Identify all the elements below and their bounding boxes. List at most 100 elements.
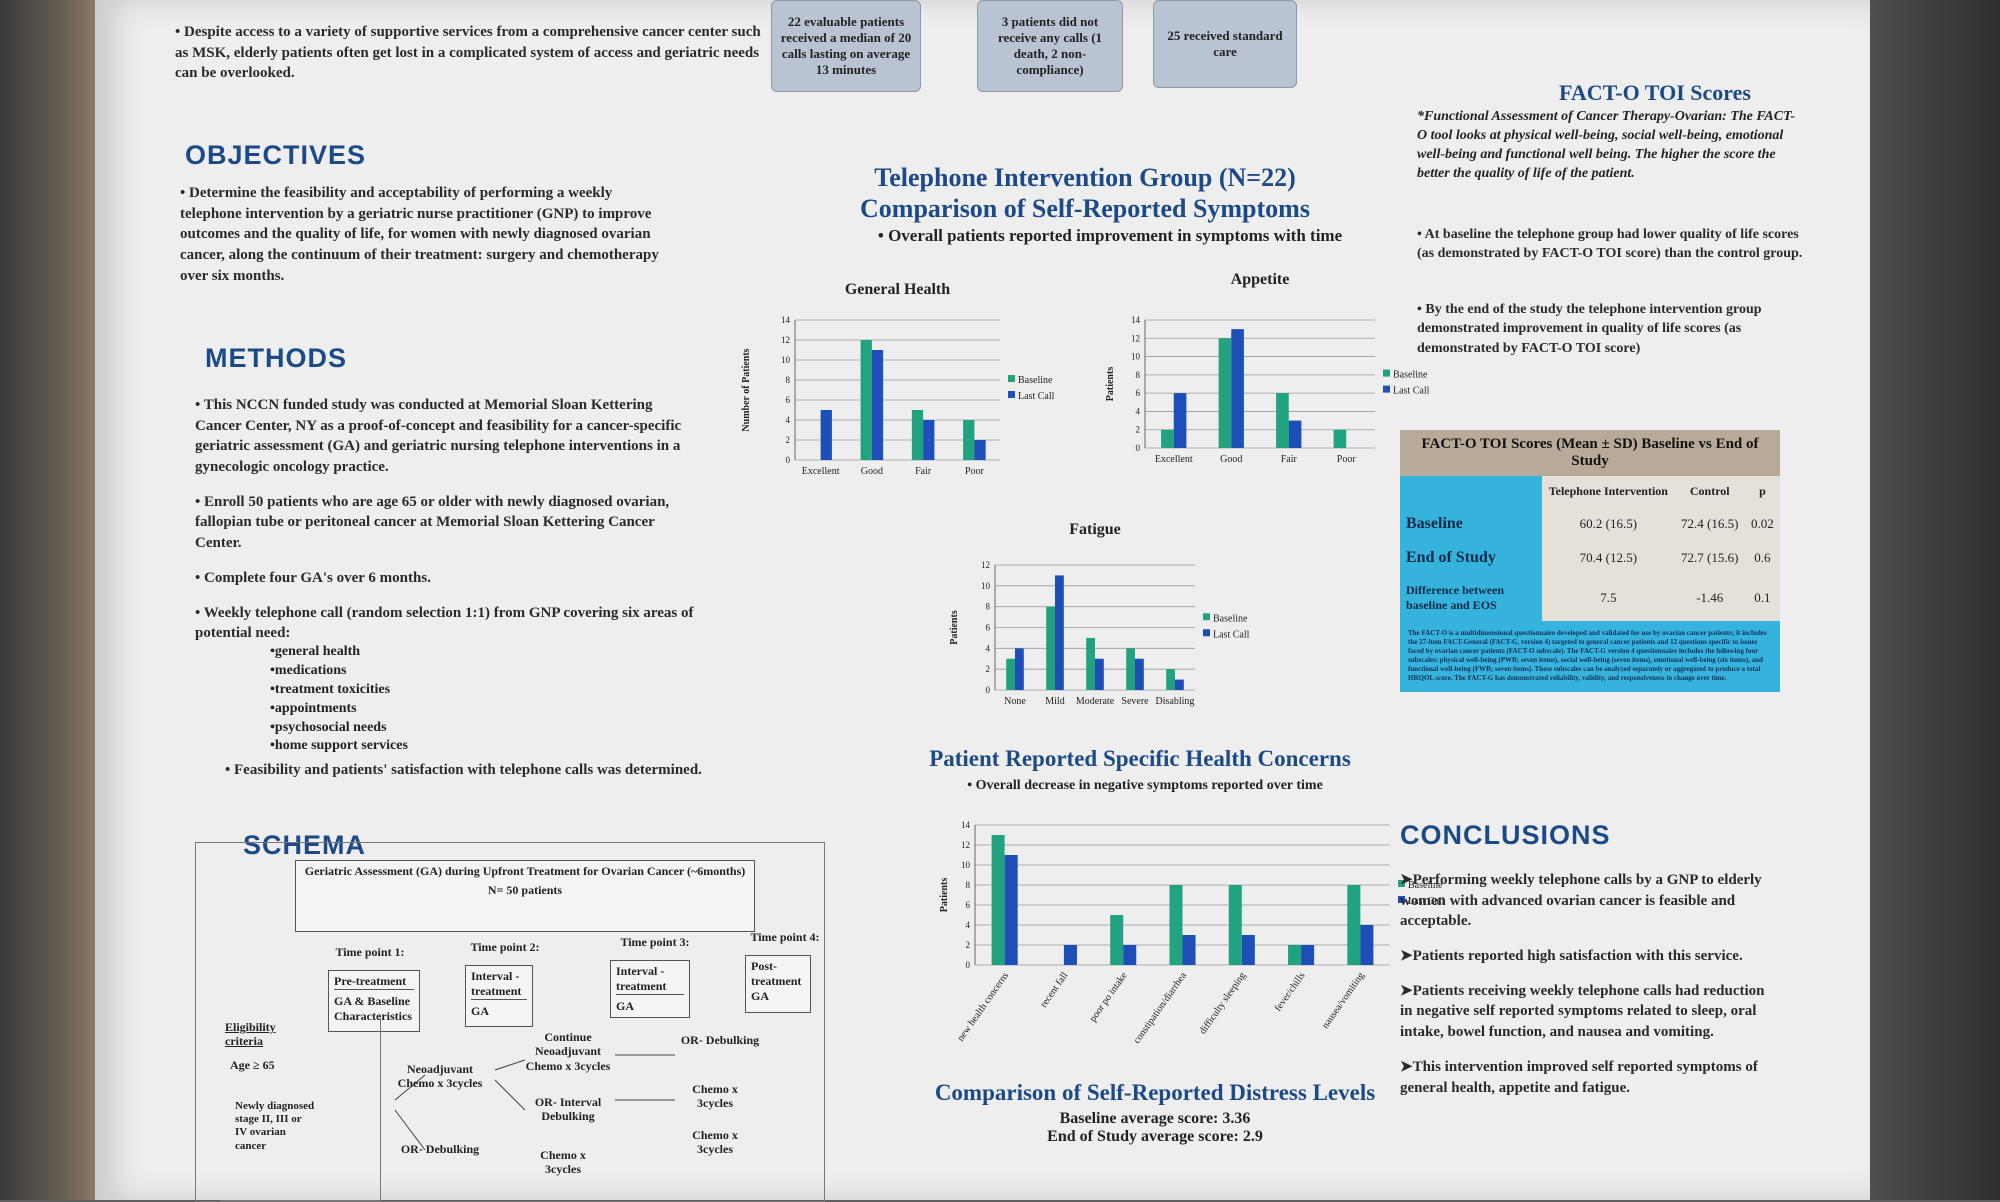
y-tick-label: 8 [786,375,791,385]
y-axis-label: Patients [939,878,950,913]
bar-baseline [1006,658,1015,690]
table-row: Difference between baseline and EOS 7.5 … [1400,575,1780,621]
x-tick-label: Excellent [802,466,840,477]
fact-table-wrap: FACT-O TOI Scores (Mean ± SD) Baseline v… [1400,430,1780,692]
bar-last-call [974,440,986,460]
fact-cell: 70.4 (12.5) [1542,541,1675,575]
need-item: psychosocial needs [270,719,570,738]
x-tick-label: Poor [1337,454,1357,465]
schema-n: N= 50 patients [487,883,563,897]
bar-last-call [1063,945,1077,965]
x-tick-label: fever/chills [1273,970,1308,1013]
tp-box-sub: GA [751,989,769,1003]
x-tick-label: nausea/vomiting [1320,970,1367,1030]
y-tick-label: 14 [961,820,971,830]
bar-last-call [1182,935,1196,965]
fact-cell: 0.1 [1744,575,1780,621]
y-tick-label: 0 [786,455,791,465]
concerns-subtitle: • Overall decrease in negative symptoms … [967,778,1323,793]
legend-swatch [1203,613,1210,621]
y-tick-label: 12 [781,335,790,345]
fact-row-label: Baseline [1400,507,1542,541]
x-tick-label: new health concerns [955,970,1011,1043]
bar-last-call [1055,575,1064,690]
distress-title: Comparison of Self-Reported Distress Lev… [934,1080,1376,1105]
objectives-heading: OBJECTIVES [185,140,367,170]
y-tick-label: 2 [786,435,791,445]
conclusion-item: ➤Performing weekly telephone calls by a … [1400,872,1762,930]
chart-title: General Health [845,281,950,298]
x-tick-label: difficulty sleeping [1197,970,1248,1036]
conclusion-item: ➤Patients receiving weekly telephone cal… [1400,982,1765,1041]
y-tick-label: 0 [966,960,971,970]
bar-baseline [1110,915,1124,965]
legend-label: Last Call [1018,391,1055,402]
bar-last-call [871,350,884,460]
need-item: medications [270,662,570,681]
need-item: appointments [270,700,570,719]
fact-cell: 7.5 [1542,575,1675,621]
timepoint-label: Time point 3: [620,935,690,949]
or-debulking-2-label: OR- Debulking [680,1033,760,1047]
x-tick-label: Excellent [1155,454,1193,465]
bar-last-call [1288,420,1302,448]
chart-health-concerns: 0 2 4 6 8 10 12 14 Patients new health concerns re… [939,820,1445,1046]
bar-baseline [1126,648,1135,690]
newly-diagnosed-label: Newly diagnosed stage II, III or IV ovar… [235,1100,315,1152]
tp3-box: Interval - treatment GA [610,960,690,1018]
fact-cell: 0.02 [1744,507,1780,541]
conclusions-heading: CONCLUSIONS [1400,820,1611,850]
conclusions-list: ➤Performing weekly telephone calls by a … [1400,870,1780,1098]
bar-last-call [1015,648,1024,690]
y-tick-label: 6 [1136,388,1141,398]
intro-text: • Despite access to a variety of support… [175,24,761,82]
bar-baseline [1046,606,1055,690]
bar-baseline [963,420,975,460]
concerns-title: Patient Reported Specific Health Concern… [929,746,1351,771]
y-tick-label: 14 [781,315,791,325]
y-tick-label: 2 [1136,425,1141,435]
wall-left [0,0,95,1200]
fact-cell: 72.7 (15.6) [1674,541,1745,575]
chart-fatigue: Fatigue 0 2 4 6 8 10 12 Patients None Mild Moderate… [949,521,1250,707]
y-tick-label: 10 [961,860,971,870]
distress-end: End of Study average score: 2.9 [1047,1128,1263,1146]
y-tick-label: 10 [781,355,791,365]
bar-baseline [1276,393,1289,448]
y-tick-label: 14 [1131,315,1141,325]
timepoint-label: Time point 4: [750,930,820,944]
x-tick-label: Poor [965,466,985,477]
tp4-box: Post-treatment GA [745,955,811,1013]
methods-bullet: Complete four GA's over 6 months. [195,568,695,589]
y-axis-label: Patients [1105,367,1116,402]
fact-cell: 72.4 (16.5) [1674,507,1745,541]
bar-last-call [1135,658,1144,690]
chart-title: Fatigue [1069,521,1121,538]
legend-label: Last Call [1393,386,1430,397]
conclusion-item: ➤This intervention improved self reporte… [1400,1058,1758,1096]
fact-col-header: Control [1674,476,1745,507]
fact-table-header-row: Telephone Intervention Control p [1400,476,1780,507]
table-row: Baseline 60.2 (16.5) 72.4 (16.5) 0.02 [1400,507,1780,541]
x-tick-label: Moderate [1076,696,1115,707]
y-tick-label: 0 [1136,443,1141,453]
legend-label: Baseline [1018,375,1053,386]
fact-bullet-1: • At baseline the telephone group had lo… [1417,227,1803,262]
schema-arrows [394,1054,675,1151]
fact-description: *Functional Assessment of Cancer Therapy… [1417,109,1796,181]
bar-last-call [1095,658,1104,690]
bar-baseline [1169,885,1183,965]
stat-box-no-calls: 3 patients did not receive any calls (1 … [977,0,1123,92]
y-tick-label: 4 [1136,406,1141,416]
x-tick-label: Mild [1045,696,1064,707]
bar-baseline [1288,945,1302,965]
tp1-box: Pre-treatment GA & Baseline Characterist… [328,970,420,1032]
fact-cell: 0.6 [1744,541,1780,575]
bar-last-call [1231,329,1244,448]
x-tick-label: Fair [1281,454,1298,465]
methods-list: This NCCN funded study was conducted at … [195,395,695,644]
timepoint-label: Time point 2: [470,940,540,954]
schema-title-box: Geriatric Assessment (GA) during Upfront… [295,860,755,932]
fact-table-title: FACT-O TOI Scores (Mean ± SD) Baseline v… [1400,430,1780,476]
fact-heading: FACT-O TOI Scores [1559,80,1751,105]
